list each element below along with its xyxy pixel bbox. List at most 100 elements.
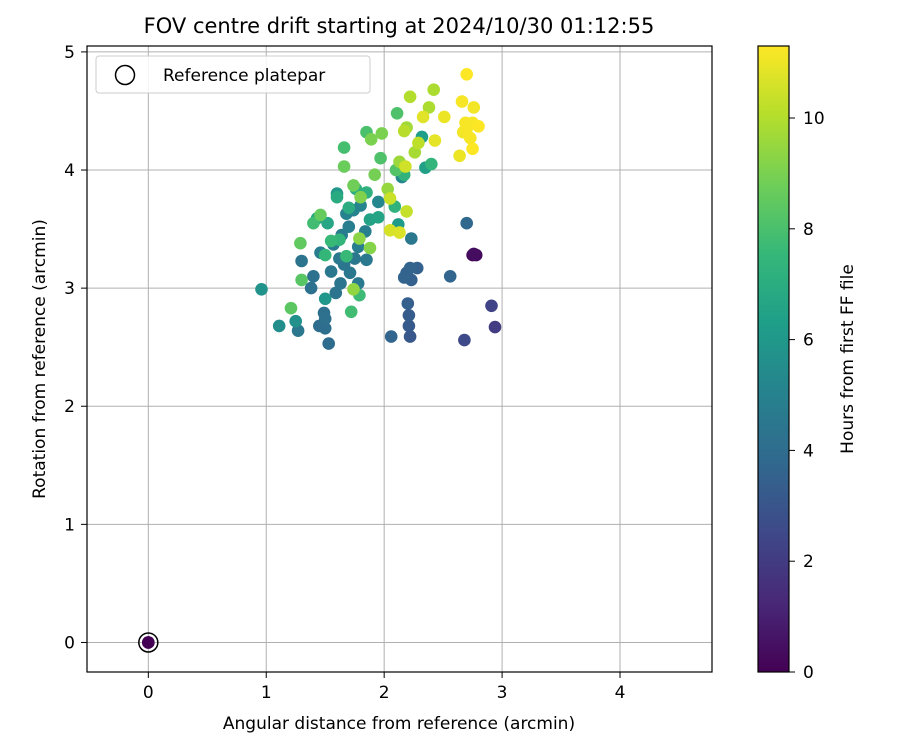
- data-point: [374, 151, 387, 165]
- legend-marker-icon: [114, 64, 136, 86]
- data-point: [405, 232, 418, 245]
- data-point: [485, 299, 498, 313]
- data-point: [399, 160, 412, 173]
- colorbar-tick-label: 10: [803, 109, 825, 129]
- data-point: [416, 110, 430, 124]
- data-point: [401, 297, 415, 310]
- data-point: [291, 324, 305, 338]
- data-point: [458, 333, 471, 347]
- data-point: [321, 216, 334, 230]
- data-point: [488, 320, 502, 334]
- data-point: [324, 234, 338, 248]
- data-point: [330, 190, 344, 204]
- grid-lines: [87, 46, 712, 672]
- data-point: [402, 309, 416, 322]
- colorbar-ticks: 0 2 4 6 8 10: [789, 109, 825, 683]
- data-point: [403, 330, 417, 343]
- x-tick-label: 0: [143, 683, 154, 703]
- data-point: [340, 249, 353, 263]
- data-point: [347, 179, 360, 192]
- data-point: [318, 248, 332, 262]
- data-point: [329, 286, 343, 300]
- data-point: [363, 241, 377, 255]
- plot-background: [87, 46, 712, 672]
- plot-area: [86, 45, 713, 673]
- data-point: [294, 236, 307, 250]
- data-point: [337, 160, 351, 173]
- legend: Reference platepar: [95, 55, 371, 94]
- data-point: [375, 127, 389, 140]
- data-point: [460, 68, 474, 81]
- x-axis-label: Angular distance from reference (arcmin): [223, 714, 575, 734]
- data-point: [381, 182, 395, 196]
- data-point: [428, 134, 442, 147]
- y-tick-label: 1: [64, 515, 75, 535]
- data-point: [354, 190, 367, 204]
- data-point: [384, 330, 398, 343]
- data-point: [272, 319, 286, 333]
- data-point: [318, 312, 332, 326]
- data-point: [342, 220, 356, 233]
- data-point: [453, 149, 466, 163]
- data-point: [289, 314, 303, 328]
- x-tick-label: 1: [261, 683, 272, 703]
- data-point: [383, 224, 397, 237]
- data-point: [412, 136, 425, 150]
- chart-title: FOV centre drift starting at 2024/10/30 …: [144, 14, 655, 38]
- data-point: [466, 142, 479, 156]
- y-tick-label: 0: [64, 633, 75, 653]
- data-point: [402, 319, 416, 333]
- data-point: [459, 116, 472, 130]
- reference-marker: [138, 632, 159, 653]
- x-tick-label: 4: [615, 683, 626, 703]
- legend-entry-reference: Reference platepar: [163, 66, 325, 86]
- plot-frame: [86, 45, 713, 673]
- data-point: [427, 83, 441, 96]
- data-point: [337, 141, 351, 154]
- data-point: [364, 133, 378, 146]
- data-point: [467, 247, 481, 261]
- legend-box: [95, 55, 371, 94]
- colorbar-tick-label: 0: [803, 663, 814, 683]
- data-point: [467, 101, 481, 114]
- data-point: [372, 195, 385, 209]
- x-tick-label: 2: [379, 683, 390, 703]
- data-point: [460, 216, 474, 230]
- data-point: [304, 281, 318, 295]
- data-point: [344, 305, 358, 319]
- data-point: [318, 292, 332, 306]
- data-point: [322, 337, 336, 350]
- y-axis-ticks: 0 1 2 3 4 5: [64, 43, 87, 653]
- data-point: [307, 270, 320, 283]
- x-axis-ticks: 0 1 2 3 4: [143, 672, 626, 703]
- data-point: [422, 101, 436, 114]
- data-point: [393, 226, 406, 239]
- data-point: [347, 283, 360, 296]
- data-point: [390, 107, 404, 120]
- colorbar: 0 2 4 6 8 10 Hours from first FF file: [757, 45, 858, 683]
- data-point: [372, 211, 385, 224]
- data-point: [368, 168, 382, 181]
- colorbar-frame: [757, 45, 790, 673]
- x-tick-label: 3: [497, 683, 508, 703]
- y-tick-label: 4: [64, 161, 75, 181]
- data-point: [443, 270, 457, 283]
- colorbar-gradient: [758, 46, 789, 672]
- data-point: [400, 205, 413, 218]
- colorbar-tick-label: 6: [803, 331, 814, 351]
- data-point: [472, 120, 485, 133]
- y-tick-label: 2: [64, 397, 75, 417]
- data-point: [383, 192, 397, 205]
- data-point: [334, 277, 347, 290]
- colorbar-tick-label: 2: [803, 552, 814, 572]
- data-point: [397, 271, 411, 284]
- data-point: [314, 208, 327, 222]
- data-point: [324, 265, 338, 278]
- data-point: [342, 201, 356, 215]
- data-point: [397, 124, 411, 138]
- data-point: [307, 216, 320, 230]
- y-axis-label: Rotation from reference (arcmin): [30, 219, 50, 499]
- reference-point: [142, 636, 155, 649]
- data-point: [284, 301, 298, 315]
